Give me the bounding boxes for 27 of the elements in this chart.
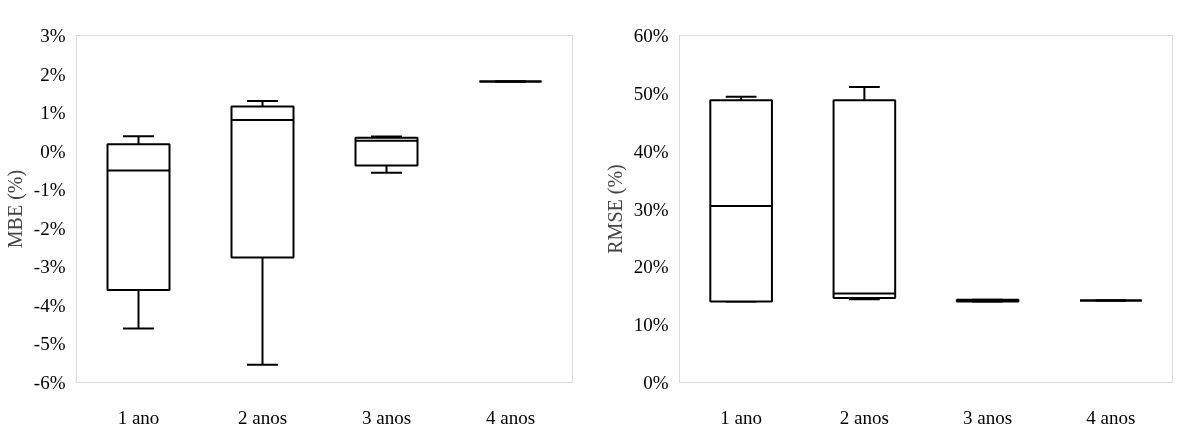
y-axis-title: RMSE (%) (603, 164, 627, 254)
y-tick-label: 3% (40, 25, 66, 46)
x-tick-label: 4 anos (1086, 406, 1136, 428)
y-tick-label: -1% (33, 179, 66, 201)
y-tick-label: -4% (33, 294, 66, 316)
x-tick-label: 1 ano (117, 406, 160, 428)
y-tick-label: 50% (633, 82, 669, 104)
x-tick-label: 4 anos (485, 406, 536, 428)
y-axis-title: MBE (%) (3, 169, 27, 249)
x-tick-label: 3 anos (361, 406, 412, 428)
y-tick-label: 0% (40, 140, 66, 162)
y-tick-label: -3% (33, 256, 66, 278)
y-tick-label: -5% (33, 333, 66, 355)
y-tick-label: 10% (633, 314, 669, 336)
y-tick-label: 2% (40, 63, 66, 85)
x-tick-label: 2 anos (237, 406, 288, 428)
y-tick-label: 40% (633, 140, 669, 162)
y-tick-label: -2% (33, 217, 66, 239)
x-tick-label: 2 anos (839, 406, 889, 428)
y-tick-label: -6% (33, 372, 66, 393)
y-tick-label: 20% (633, 256, 669, 278)
y-tick-label: 0% (643, 372, 669, 393)
y-tick-label: 60% (633, 25, 669, 46)
x-tick-label: 1 ano (720, 406, 762, 428)
y-tick-label: 30% (633, 198, 669, 220)
x-tick-label: 3 anos (963, 406, 1013, 428)
y-tick-label: 1% (40, 102, 66, 124)
